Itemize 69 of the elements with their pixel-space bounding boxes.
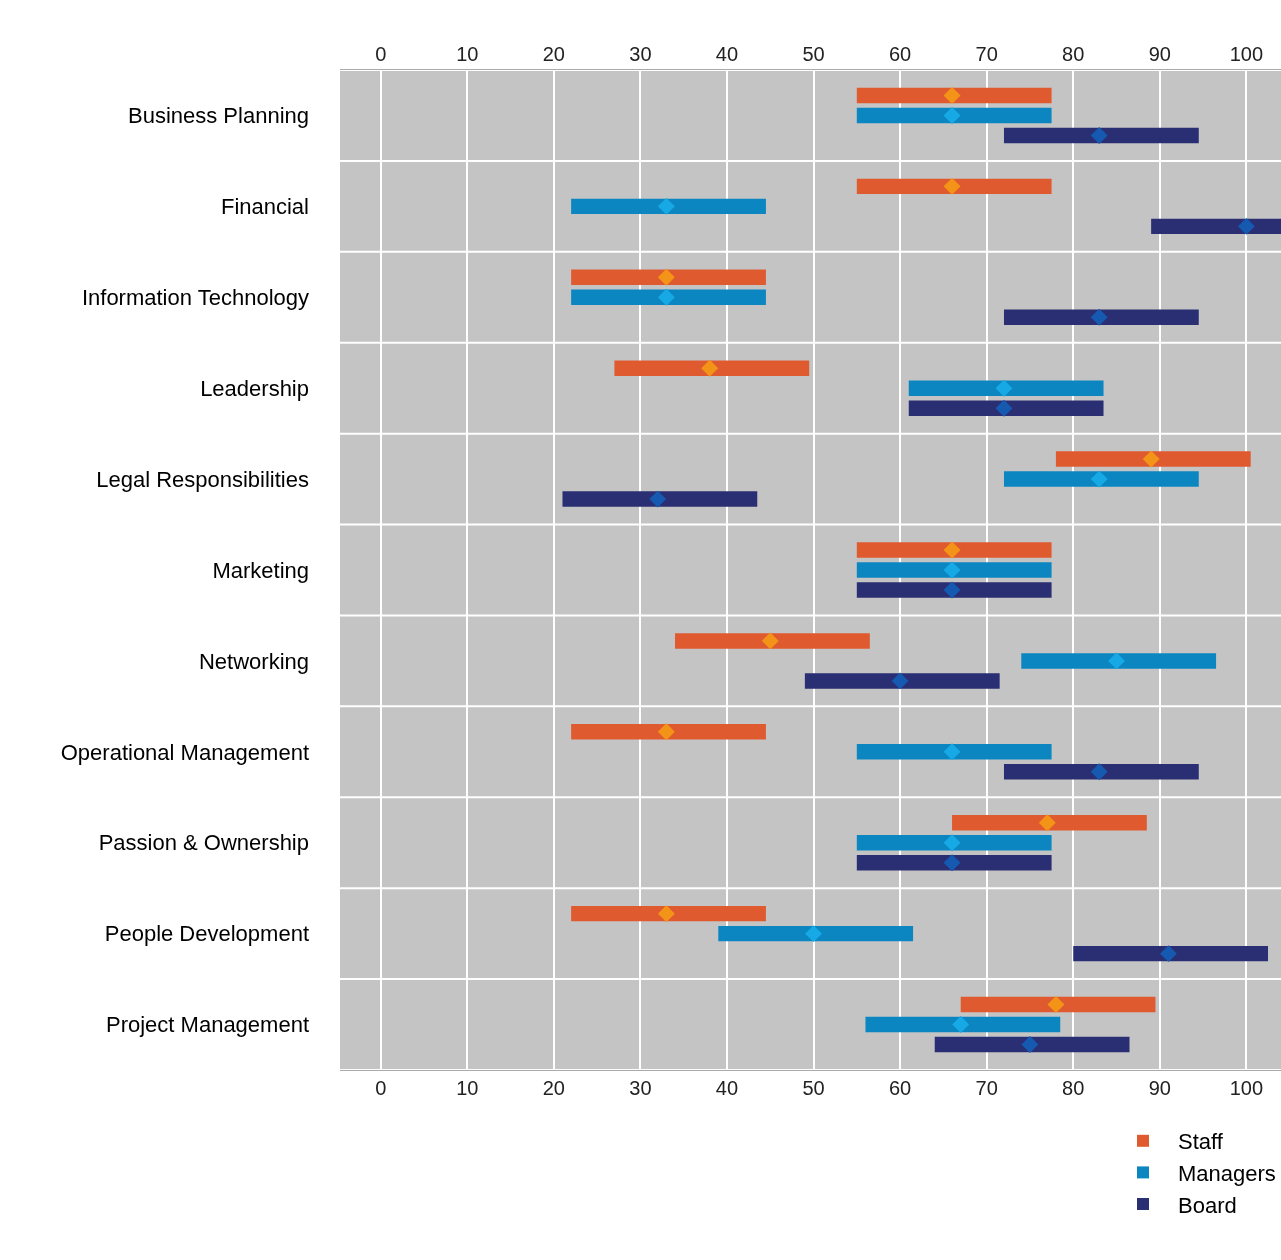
x-tick-label: 30 — [629, 43, 652, 65]
bar — [908, 380, 1104, 396]
bar — [1003, 764, 1199, 780]
bar — [856, 107, 1052, 124]
bar — [856, 562, 1052, 578]
bar — [856, 744, 1052, 760]
x-tick-label: 40 — [715, 43, 739, 65]
y-tick-label: Project Management — [106, 1012, 309, 1038]
bar — [571, 198, 766, 215]
y-tick-label: Operational Management — [60, 739, 309, 765]
bar — [908, 400, 1104, 416]
x2-tick-label: 100 — [1229, 1077, 1264, 1099]
bar — [804, 673, 1000, 689]
y-tick-label: Marketing — [212, 557, 309, 583]
x2-tick-label: 20 — [542, 1077, 565, 1099]
x2-tick-label: 40 — [715, 1077, 739, 1099]
bar — [960, 996, 1156, 1013]
x-tick-label: 10 — [456, 43, 479, 65]
x2-tick-label: 70 — [975, 1077, 998, 1099]
bar — [614, 360, 810, 376]
bar — [856, 87, 1052, 104]
x2-tick-label: 10 — [456, 1077, 479, 1099]
bar — [952, 815, 1147, 831]
y-tick-label: Financial — [220, 194, 309, 220]
x2-tick-label: 80 — [1062, 1077, 1085, 1099]
y-tick-label: Information Technology — [81, 284, 309, 310]
bar — [1151, 218, 1281, 235]
bar — [571, 905, 766, 922]
x2-tick-label: 0 — [375, 1077, 387, 1099]
bar — [562, 491, 758, 507]
x2-tick-label: 50 — [802, 1077, 825, 1099]
legend-label: Board — [1178, 1192, 1237, 1218]
bar — [1003, 309, 1199, 325]
bar — [571, 724, 766, 740]
bar — [1003, 127, 1199, 144]
x-tick-label: 70 — [975, 43, 998, 65]
bar — [1073, 945, 1269, 962]
y-tick-label: Business Planning — [127, 103, 309, 129]
x-tick-label: 80 — [1062, 43, 1085, 65]
x-tick-label: 50 — [802, 43, 825, 65]
bar — [856, 835, 1052, 851]
x-tick-label: 90 — [1148, 43, 1171, 65]
bar — [1003, 471, 1199, 487]
bar — [571, 269, 766, 285]
bar — [856, 178, 1052, 195]
y-tick-label: Passion & Ownership — [98, 830, 309, 856]
bar — [718, 925, 914, 942]
x-tick-label: 0 — [375, 43, 387, 65]
bar — [856, 542, 1052, 558]
legend-label: Staff — [1178, 1129, 1224, 1155]
bar — [856, 582, 1052, 598]
bar — [934, 1036, 1130, 1053]
x2-tick-label: 60 — [888, 1077, 912, 1099]
x-tick-label: 100 — [1229, 43, 1264, 65]
x-tick-label: 60 — [888, 43, 912, 65]
y-tick-label: Leadership — [200, 375, 309, 401]
bar — [856, 855, 1052, 871]
x2-tick-label: 90 — [1148, 1077, 1171, 1099]
bar — [1055, 451, 1251, 467]
y-tick-label: Networking — [198, 648, 309, 674]
y-tick-label: Legal Responsibilities — [96, 466, 309, 492]
bar — [865, 1016, 1061, 1033]
bar — [675, 633, 870, 649]
x-tick-label: 20 — [542, 43, 565, 65]
y-tick-label: People Development — [104, 921, 309, 947]
x2-tick-label: 30 — [629, 1077, 652, 1099]
bar — [571, 289, 766, 305]
legend-label: Managers — [1178, 1160, 1276, 1186]
bar — [1021, 653, 1217, 669]
